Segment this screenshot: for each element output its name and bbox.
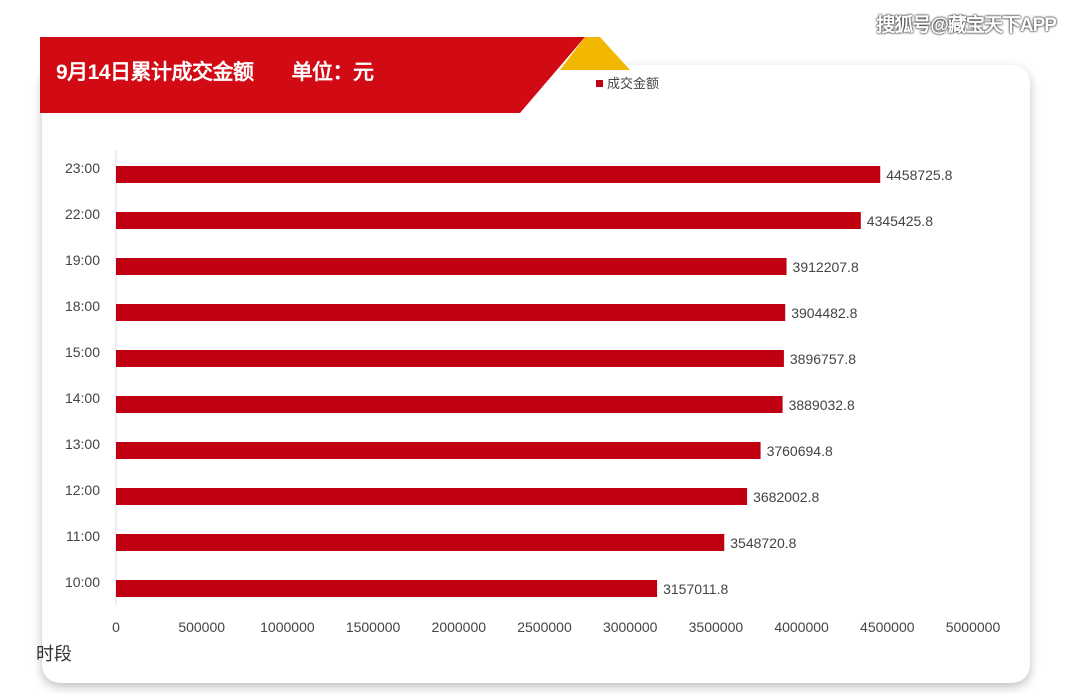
y-tick-label: 12:00 <box>65 482 100 498</box>
title-banner <box>40 37 585 113</box>
y-tick-label: 22:00 <box>65 206 100 222</box>
bar <box>116 442 761 459</box>
data-label: 4345425.8 <box>867 213 933 229</box>
chart-title: 9月14日累计成交金额 单位：元 <box>56 56 412 86</box>
watermark: 搜狐号@藏宝天下APP <box>876 15 1057 36</box>
bar <box>116 534 725 551</box>
bar <box>116 580 658 597</box>
x-tick-label: 0 <box>112 619 120 635</box>
data-label: 3548720.8 <box>730 535 796 551</box>
y-tick-label: 15:00 <box>65 344 100 360</box>
x-tick-label: 3500000 <box>689 619 744 635</box>
bar <box>116 488 748 505</box>
y-tick-label: 18:00 <box>65 298 100 314</box>
bar <box>116 258 787 275</box>
data-label: 3682002.8 <box>753 489 819 505</box>
data-label: 3889032.8 <box>789 397 855 413</box>
x-tick-label: 3000000 <box>603 619 658 635</box>
x-tick-label: 2000000 <box>432 619 487 635</box>
data-label: 3157011.8 <box>663 581 728 597</box>
x-tick-label: 4000000 <box>774 619 829 635</box>
x-tick-label: 500000 <box>178 619 225 635</box>
x-tick-label: 5000000 <box>946 619 1001 635</box>
bar <box>116 304 786 321</box>
y-tick-label: 11:00 <box>66 528 100 544</box>
x-tick-label: 2500000 <box>517 619 572 635</box>
y-tick-label: 19:00 <box>65 252 100 268</box>
data-label: 3896757.8 <box>790 351 856 367</box>
y-tick-label: 14:00 <box>65 390 100 406</box>
bar <box>116 212 861 229</box>
y-tick-label: 10:00 <box>65 574 100 590</box>
bar <box>116 166 881 183</box>
legend-label: 成交金额 <box>607 76 659 91</box>
x-tick-label: 4500000 <box>860 619 915 635</box>
bar <box>116 350 784 367</box>
y-tick-label: 13:00 <box>65 436 100 452</box>
y-axis-title: 时段 <box>36 644 72 664</box>
x-tick-label: 1000000 <box>260 619 315 635</box>
data-label: 4458725.8 <box>886 167 952 183</box>
unit-text: 单位：元 <box>291 61 375 84</box>
title-text: 9月14日累计成交金额 <box>56 61 254 84</box>
x-tick-label: 1500000 <box>346 619 401 635</box>
legend-swatch <box>596 80 603 87</box>
y-tick-label: 23:00 <box>65 160 100 176</box>
banner-accent <box>560 37 630 70</box>
data-label: 3912207.8 <box>793 259 859 275</box>
data-label: 3904482.8 <box>791 305 857 321</box>
bar <box>116 396 783 413</box>
data-label: 3760694.8 <box>767 443 833 459</box>
